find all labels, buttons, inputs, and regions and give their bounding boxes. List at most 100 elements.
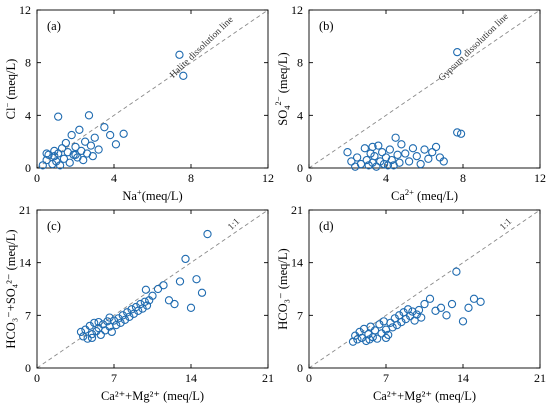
data-point (458, 317, 468, 326)
x-tick-label: 14 (457, 371, 469, 385)
panel-b: 0 4 8 12 0 4 8 12 (b) Gypsum dissolution line Ca2+… (273, 3, 546, 203)
data-point (456, 129, 466, 138)
data-point (79, 332, 88, 341)
reference-line-label: Gypsum dissolution line (437, 12, 511, 84)
y-tick-label: 8 (297, 56, 303, 70)
data-point (94, 145, 103, 154)
data-point (186, 303, 196, 312)
x-tick-label: 4 (111, 171, 117, 185)
data-point (385, 145, 394, 154)
data-point (383, 161, 393, 170)
data-point (164, 296, 174, 305)
data-point (377, 329, 386, 338)
x-tick-label: 21 (262, 371, 274, 385)
y-tick-label: 21 (291, 203, 303, 217)
y-tick-label: 8 (25, 56, 31, 70)
data-point (197, 288, 207, 297)
data-point (412, 151, 421, 161)
data-point (414, 305, 424, 315)
data-point (59, 154, 69, 163)
data-point (55, 161, 65, 170)
data-point (424, 154, 433, 163)
data-point (425, 294, 435, 303)
data-point (159, 281, 168, 290)
plot-frame (308, 209, 541, 369)
data-point (442, 311, 451, 320)
data-point (408, 144, 418, 153)
data-point (50, 146, 59, 156)
data-point (76, 327, 86, 337)
data-point (90, 318, 99, 328)
data-point (370, 326, 380, 335)
y-tick-label: 7 (25, 308, 31, 322)
data-point (87, 333, 97, 343)
data-point (181, 254, 190, 264)
data-point (148, 291, 157, 300)
plot-frame (36, 209, 269, 369)
data-point (368, 142, 377, 152)
data-point (79, 155, 88, 165)
data-point (391, 133, 400, 142)
data-point (61, 138, 71, 148)
data-point (397, 140, 406, 149)
data-point (44, 150, 53, 159)
x-axis-label: Ca²⁺+Mg²⁺ (meq/L) (373, 389, 476, 403)
data-point (81, 325, 90, 334)
data-point (401, 149, 410, 158)
data-point (57, 144, 67, 153)
x-tick-label: 12 (534, 171, 546, 185)
reference-line (308, 9, 541, 169)
data-point (75, 125, 84, 134)
data-point (381, 333, 391, 343)
y-tick-label: 12 (19, 3, 31, 17)
reference-line (36, 9, 269, 169)
data-point (370, 151, 379, 161)
data-point (352, 153, 362, 162)
data-point (372, 162, 381, 171)
plot-frame (308, 9, 541, 169)
x-tick-label: 4 (383, 171, 389, 185)
x-tick-label: 21 (534, 371, 546, 385)
data-point (175, 277, 185, 286)
data-point (106, 130, 115, 140)
reference-line-label: 1:1 (498, 217, 514, 233)
data-point (420, 299, 429, 309)
reference-line (36, 209, 269, 369)
x-axis-label: Ca2+ (meq/L) (391, 187, 458, 203)
panel-a: 0 4 8 12 0 4 8 12 (a) Halite dissolution line Na+(… (2, 3, 274, 203)
data-point (153, 284, 163, 294)
data-point (416, 159, 425, 169)
data-point (90, 133, 99, 142)
reference-line-label: 1:1 (226, 217, 242, 233)
data-point (71, 142, 80, 152)
data-point (431, 306, 440, 315)
data-point (356, 159, 366, 169)
data-point (84, 111, 94, 120)
data-point (96, 330, 105, 340)
y-tick-label: 0 (297, 361, 303, 375)
data-point (105, 313, 114, 322)
x-tick-label: 14 (185, 371, 197, 385)
data-point (431, 142, 441, 152)
data-point (111, 140, 121, 149)
x-tick-label: 0 (306, 371, 312, 385)
data-point (428, 148, 437, 157)
reference-line (308, 209, 541, 369)
y-tick-label: 21 (19, 203, 31, 217)
data-point (389, 161, 398, 170)
data-point (83, 334, 92, 343)
y-tick-label: 12 (291, 3, 303, 17)
data-point (192, 275, 201, 284)
data-point (373, 334, 382, 343)
panel-label: (d) (319, 219, 334, 233)
data-point (54, 112, 63, 121)
data-point (453, 47, 462, 57)
data-point (393, 150, 402, 159)
data-point (447, 299, 457, 309)
panel-d: 0 7 14 21 0 7 14 21 (d) 1:1 Ca²⁺+Mg²⁺ (meq/L) HCO₃⁻… (276, 203, 546, 403)
data-point (453, 128, 462, 137)
data-point (88, 151, 97, 161)
data-point (38, 161, 47, 170)
data-point (94, 317, 103, 327)
